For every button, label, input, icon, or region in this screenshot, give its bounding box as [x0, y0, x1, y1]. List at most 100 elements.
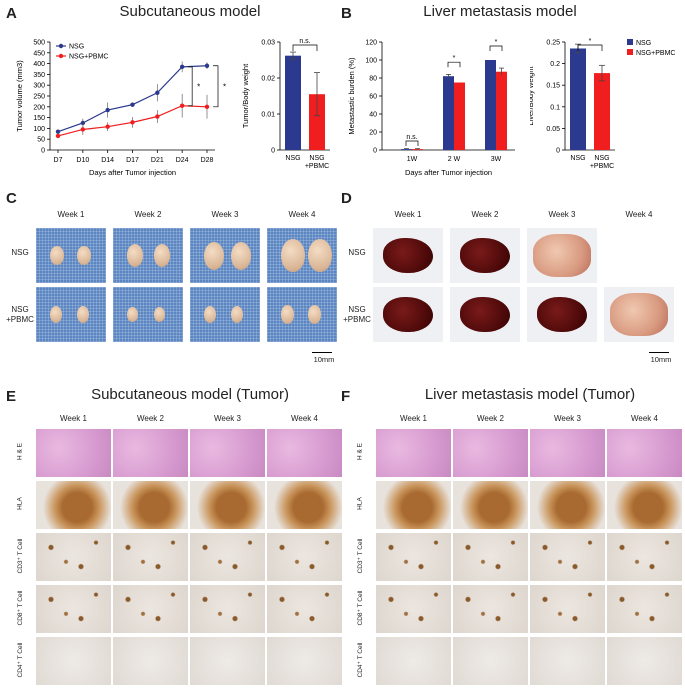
legend-marker [58, 53, 64, 59]
histology-image [376, 637, 451, 685]
histology-row-label: CD4⁺ T Cell [17, 642, 24, 678]
specimen-photo [527, 228, 597, 283]
histology-image [453, 481, 528, 529]
histology-image [36, 533, 111, 581]
histology-image [607, 533, 682, 581]
y-axis-label: Tumor volume (mm3) [15, 60, 24, 132]
x-tick-label: D28 [201, 157, 214, 164]
sig-bracket [188, 66, 193, 107]
row-label-nsg-pbmc: NSG [11, 305, 29, 314]
histology-image [607, 585, 682, 633]
week-label: Week 4 [625, 210, 653, 219]
histology-image [530, 533, 605, 581]
histology-image [190, 637, 265, 685]
row-label-nsg-pbmc: +PBMC [343, 315, 371, 324]
histology-image [267, 585, 342, 633]
histology-row-label: CD3⁺ T Cell [17, 538, 24, 574]
week-label: Week 2 [471, 210, 499, 219]
histology-row-label: CD8⁺ T Cell [17, 590, 24, 626]
specimen-photo [267, 228, 337, 283]
y-tick-label: 0.03 [261, 40, 275, 47]
x-tick-label: +PBMC [305, 163, 329, 170]
specimen-photo [190, 228, 260, 283]
y-tick-label: 100 [33, 126, 45, 133]
week-label: Week 1 [400, 414, 427, 423]
bar-nsg [570, 48, 586, 151]
panel-label-b: B [341, 5, 352, 22]
scale-bar [649, 352, 669, 353]
y-tick-label: 0.1 [550, 104, 560, 111]
histology-image [113, 585, 188, 633]
week-label: Week 1 [57, 210, 85, 219]
data-point [179, 103, 185, 108]
histology-image [36, 429, 111, 477]
data-point [130, 102, 135, 107]
panel-label-e: E [6, 388, 17, 405]
x-axis-label: Days after Tumor injection [89, 168, 176, 177]
tumor-specimen [281, 305, 294, 324]
legend-label: NSG [636, 40, 651, 47]
week-label: Week 4 [288, 210, 316, 219]
tumor-specimen [76, 245, 91, 266]
y-tick-label: 40 [369, 112, 377, 119]
specimen-photo [450, 228, 520, 283]
specimen-photo [190, 287, 260, 342]
legend-swatch [627, 49, 633, 55]
bar-nsg-pbmc [594, 73, 610, 150]
histology-image [267, 429, 342, 477]
chart-liver-body-weight: 0 0.05 0.1 0.15 0.2 0.25 Liver/Body weight NSG N… [530, 38, 675, 170]
sig-bracket [292, 44, 318, 51]
data-point [179, 64, 185, 70]
x-tick-label: D24 [176, 157, 189, 164]
y-tick-label: 500 [33, 40, 45, 47]
scale-bar-label: 10mm [313, 355, 335, 364]
histology-image [190, 533, 265, 581]
week-label: Week 4 [291, 414, 318, 423]
histology-image [376, 429, 451, 477]
bar-nsg [285, 55, 301, 150]
y-tick-label: 150 [33, 115, 45, 122]
tumor-specimen [127, 306, 138, 323]
histology-image [190, 585, 265, 633]
liver-specimen [383, 297, 433, 332]
histology-image [36, 481, 111, 529]
histology-image [190, 481, 265, 529]
sig-star: * [223, 82, 226, 91]
histology-image [607, 481, 682, 529]
x-tick-label: +PBMC [590, 163, 614, 170]
specimen-photo [113, 287, 183, 342]
x-tick-label: 3W [491, 156, 502, 163]
histology-image [190, 429, 265, 477]
week-label: Week 2 [134, 210, 162, 219]
sig-label: * [495, 39, 498, 46]
histology-image [267, 481, 342, 529]
specimen-photo [373, 228, 443, 283]
data-point [80, 120, 86, 126]
histology-image [113, 481, 188, 529]
histology-image [530, 585, 605, 633]
specimen-photo [36, 287, 106, 342]
sig-bracket [489, 45, 503, 51]
liver-specimen [460, 238, 510, 273]
histology-image [36, 637, 111, 685]
y-tick-label: 50 [37, 137, 45, 144]
bar-nsg-pbmc [454, 82, 465, 150]
sig-label: * [453, 55, 456, 62]
week-label: Week 4 [631, 414, 658, 423]
histology-row-label: CD4⁺ T Cell [357, 642, 364, 678]
y-tick-label: 400 [33, 61, 45, 68]
data-point [55, 129, 61, 134]
y-tick-label: 0.25 [546, 40, 560, 47]
histology-image [530, 637, 605, 685]
histology-image [376, 481, 451, 529]
sig-label: * [589, 38, 592, 45]
histology-row-label: HLA [16, 497, 24, 510]
week-label: Week 3 [214, 414, 241, 423]
histology-image [607, 429, 682, 477]
bar-nsg-pbmc [496, 71, 507, 150]
specimen-photo [267, 287, 337, 342]
specimen-photo [36, 228, 106, 283]
histology-image [376, 585, 451, 633]
panel-b-title: Liver metastasis model [423, 3, 577, 20]
